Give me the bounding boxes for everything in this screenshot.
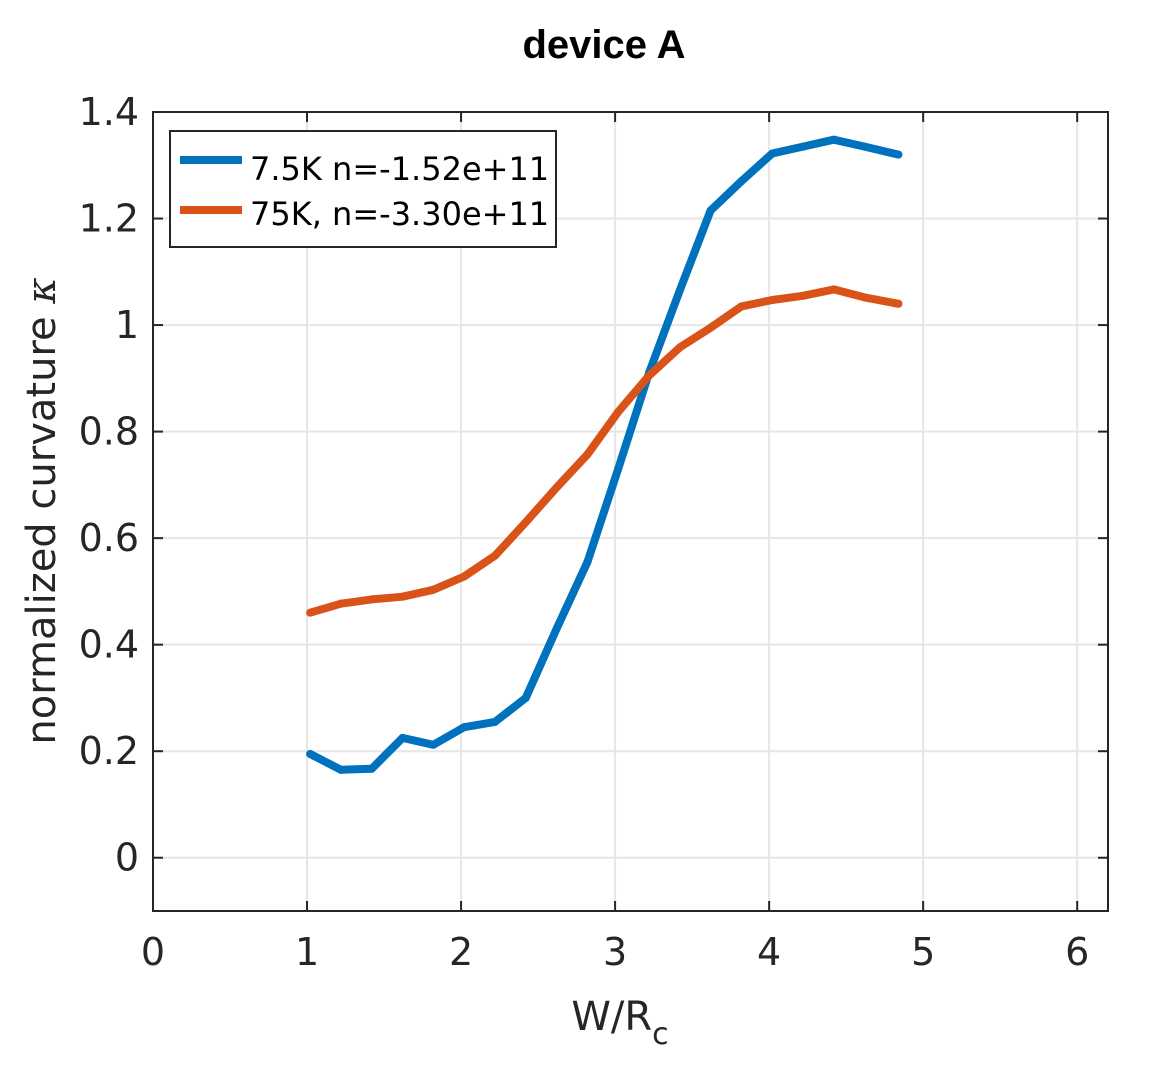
- data-point-series-2: [306, 608, 315, 617]
- data-point-series-2: [583, 450, 592, 459]
- data-point-series-1: [829, 135, 838, 144]
- data-point-series-1: [583, 558, 592, 567]
- series-line-1: [308, 135, 900, 774]
- data-point-series-2: [860, 293, 869, 302]
- data-point-series-2: [706, 323, 715, 332]
- data-point-series-2: [829, 285, 838, 294]
- data-point-series-1: [860, 142, 869, 151]
- data-point-series-2: [644, 371, 653, 380]
- data-point-series-1: [894, 150, 903, 159]
- x-tick-label: 6: [1065, 930, 1089, 974]
- x-tick-label: 4: [757, 930, 781, 974]
- data-point-series-2: [521, 518, 530, 527]
- data-point-series-1: [521, 693, 530, 702]
- data-point-series-1: [367, 764, 376, 773]
- chart-title: device A: [522, 23, 685, 67]
- series-lines: [306, 135, 903, 774]
- data-point-series-1: [490, 717, 499, 726]
- data-point-series-1: [768, 149, 777, 158]
- data-point-series-2: [768, 296, 777, 305]
- data-point-series-1: [737, 177, 746, 186]
- data-point-series-2: [737, 302, 746, 311]
- y-tick-label: 0.8: [79, 410, 139, 454]
- y-tick-label: 0.2: [79, 729, 139, 773]
- y-tick-label: 0.6: [79, 516, 139, 560]
- series-line-2: [308, 285, 900, 617]
- legend: 7.5K n=-1.52e+11 75K, n=-3.30e+11: [169, 130, 557, 248]
- data-point-series-2: [675, 343, 684, 352]
- data-point-series-1: [706, 206, 715, 215]
- legend-box: [169, 130, 557, 248]
- data-point-series-2: [398, 592, 407, 601]
- x-tick-label: 1: [295, 930, 319, 974]
- data-point-series-2: [460, 572, 469, 581]
- data-point-series-1: [614, 464, 623, 473]
- y-tick-label: 1.2: [79, 197, 139, 241]
- data-point-series-1: [306, 749, 315, 758]
- y-tick-label: 1.4: [79, 90, 139, 134]
- data-point-series-1: [460, 723, 469, 732]
- y-tick-label: 0: [115, 836, 139, 880]
- data-point-series-2: [490, 551, 499, 560]
- plot-frame: [152, 111, 1109, 912]
- data-point-series-2: [552, 483, 561, 492]
- legend-label-series-2: 75K, n=-3.30e+11: [250, 195, 549, 233]
- data-point-series-2: [367, 595, 376, 604]
- data-point-series-2: [799, 291, 808, 300]
- y-tick-label: 1: [115, 303, 139, 347]
- legend-label-series-1: 7.5K n=-1.52e+11: [250, 150, 549, 188]
- data-point-series-2: [894, 299, 903, 308]
- data-point-series-1: [675, 286, 684, 295]
- data-point-series-1: [552, 624, 561, 633]
- x-tick-label: 5: [911, 930, 935, 974]
- data-point-series-2: [429, 585, 438, 594]
- data-point-series-2: [336, 599, 345, 608]
- x-tick-label: 2: [449, 930, 473, 974]
- x-tick-label: 3: [603, 930, 627, 974]
- data-point-series-1: [429, 740, 438, 749]
- data-point-series-2: [614, 407, 623, 416]
- x-axis-label: W/Rc: [571, 994, 668, 1052]
- x-tick-label: 0: [141, 930, 165, 974]
- data-point-series-1: [799, 142, 808, 151]
- y-axis-label: normalized curvature κ: [19, 277, 65, 744]
- y-tick-label: 0.4: [79, 623, 139, 667]
- data-point-series-1: [398, 733, 407, 742]
- axis-ticks: 0 1 2 3 4 5 6 0 0.2 0.4 0.6 0.8 1 1.2 1.4: [79, 90, 1108, 974]
- grid: [152, 111, 1108, 911]
- data-point-series-1: [336, 765, 345, 774]
